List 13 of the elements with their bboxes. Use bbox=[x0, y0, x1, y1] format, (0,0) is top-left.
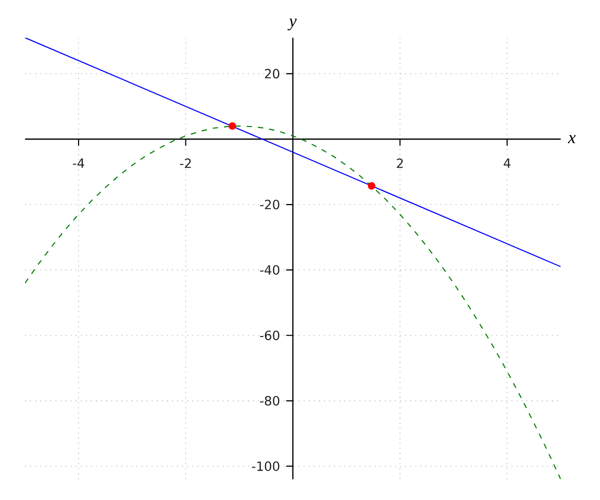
x-tick-label: 2 bbox=[396, 158, 403, 168]
y-tick-label: -40 bbox=[260, 265, 280, 275]
y-tick-label: -60 bbox=[260, 330, 280, 340]
x-tick-label: -2 bbox=[180, 158, 191, 168]
y-axis-title: y bbox=[288, 18, 297, 30]
line-series bbox=[25, 125, 561, 480]
x-axis-title: x bbox=[568, 135, 576, 144]
y-tick-label: 20 bbox=[264, 68, 280, 78]
y-tick-label: -80 bbox=[260, 396, 280, 406]
y-tick-label: -100 bbox=[252, 461, 280, 472]
x-tick-label: -4 bbox=[72, 158, 84, 168]
x-tick-label: 4 bbox=[504, 158, 510, 168]
y-tick-label: -20 bbox=[260, 200, 280, 210]
